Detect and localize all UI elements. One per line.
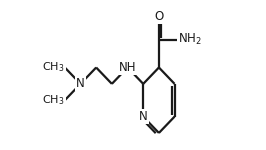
Text: CH$_3$: CH$_3$	[42, 61, 65, 74]
Text: N: N	[76, 77, 85, 90]
Text: CH$_3$: CH$_3$	[42, 93, 65, 107]
Text: NH: NH	[119, 61, 136, 74]
Text: O: O	[154, 10, 164, 23]
Text: NH$_2$: NH$_2$	[178, 32, 202, 47]
Text: N: N	[139, 110, 148, 123]
